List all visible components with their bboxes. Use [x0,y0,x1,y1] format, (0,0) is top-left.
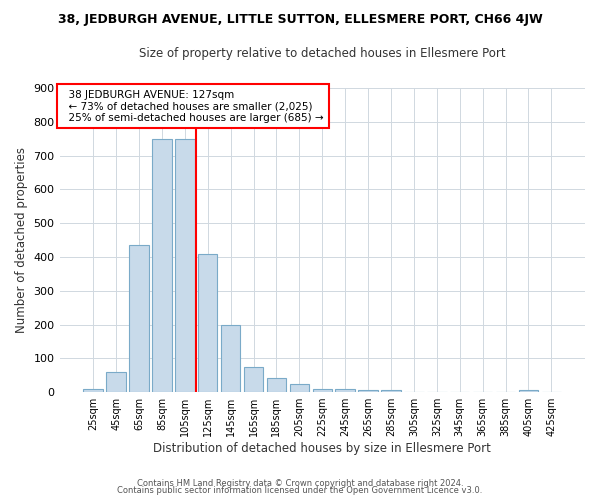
Bar [519,390,538,392]
Text: Contains HM Land Registry data © Crown copyright and database right 2024.: Contains HM Land Registry data © Crown c… [137,478,463,488]
Text: 38 JEDBURGH AVENUE: 127sqm
  ← 73% of detached houses are smaller (2,025)
  25% : 38 JEDBURGH AVENUE: 127sqm ← 73% of deta… [62,90,324,123]
Bar [358,390,378,392]
Bar [221,324,241,392]
Bar [335,388,355,392]
Title: Size of property relative to detached houses in Ellesmere Port: Size of property relative to detached ho… [139,48,506,60]
Text: Contains public sector information licensed under the Open Government Licence v3: Contains public sector information licen… [118,486,482,495]
Bar [198,254,217,392]
Bar [244,366,263,392]
Bar [106,372,126,392]
Bar [83,388,103,392]
Text: 38, JEDBURGH AVENUE, LITTLE SUTTON, ELLESMERE PORT, CH66 4JW: 38, JEDBURGH AVENUE, LITTLE SUTTON, ELLE… [58,12,542,26]
Bar [313,388,332,392]
Bar [267,378,286,392]
Y-axis label: Number of detached properties: Number of detached properties [15,147,28,333]
X-axis label: Distribution of detached houses by size in Ellesmere Port: Distribution of detached houses by size … [154,442,491,455]
Bar [290,384,309,392]
Bar [175,138,194,392]
Bar [129,245,149,392]
Bar [381,390,401,392]
Bar [152,138,172,392]
